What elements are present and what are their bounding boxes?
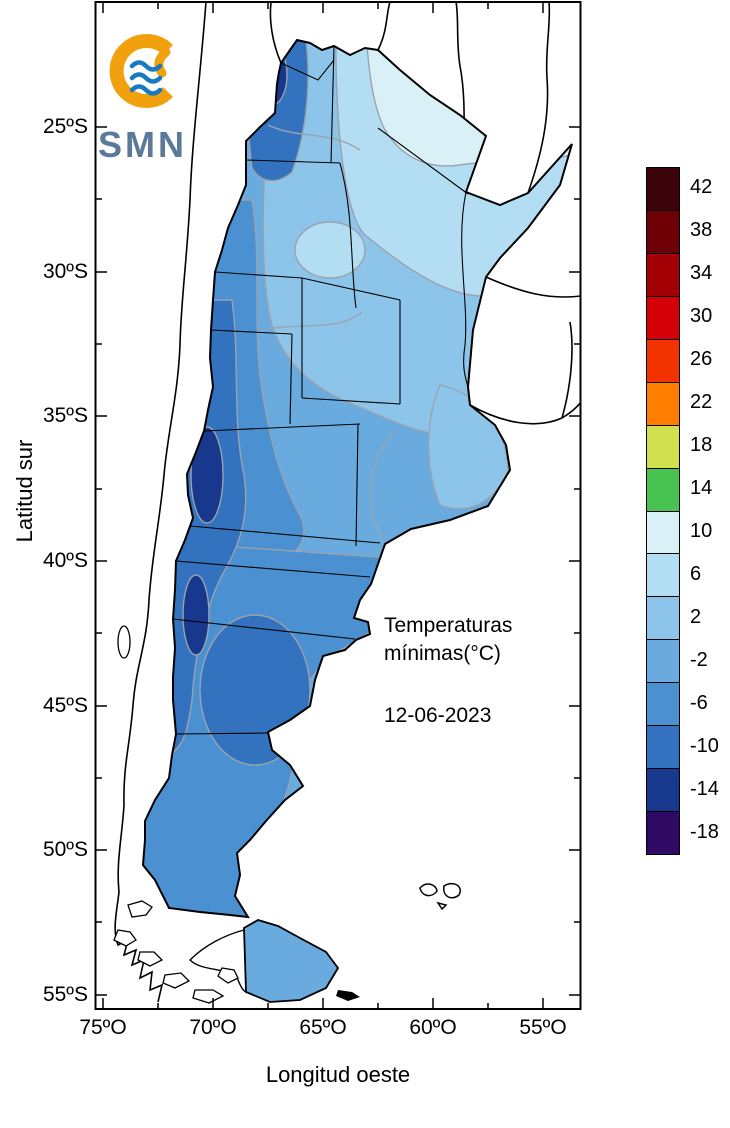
parana-brazil-border xyxy=(527,1,551,194)
x-tick-label-55o: 55ºO xyxy=(519,1016,567,1039)
colorbar-segment xyxy=(647,683,679,727)
x-tick-label-75o: 75ºO xyxy=(79,1016,127,1039)
x-tick-label-65o: 65ºO xyxy=(299,1016,347,1039)
y-axis-title: Latitud sur xyxy=(12,439,37,543)
colorbar-label: 30 xyxy=(690,305,713,327)
temperature-colorbar xyxy=(646,167,680,855)
temp-band-10-14-top xyxy=(365,40,572,167)
temp-patch-minus14-puna xyxy=(256,44,288,106)
colorbar-segment xyxy=(647,425,679,469)
colorbar-label: -18 xyxy=(690,821,719,843)
province-borders xyxy=(172,45,469,735)
chilean-islands xyxy=(113,625,239,1004)
x-axis-title: Longitud oeste xyxy=(265,1062,411,1087)
colorbar-label: -14 xyxy=(690,778,719,800)
bolivia-border xyxy=(269,1,282,64)
colorbar-segment xyxy=(647,726,679,770)
colorbar-label: 18 xyxy=(690,434,713,456)
colorbar-label: 6 xyxy=(690,563,702,585)
tierra-del-fuego-chile-part xyxy=(189,929,247,993)
colorbar-segment xyxy=(647,168,679,211)
y-tick-label-35s: 35ºS xyxy=(42,404,88,427)
logo-waves xyxy=(129,60,163,96)
paraguay-bolivia-border xyxy=(377,1,391,51)
colorbar-label: 2 xyxy=(690,606,702,628)
argentina-outline xyxy=(141,38,573,919)
uruguay-north-border xyxy=(485,276,582,298)
annotation-date: 12-06-2023 xyxy=(384,704,492,727)
map-annotation: Temperaturas mínimas(°C) 12-06-2023 xyxy=(384,612,512,730)
y-tick-label-45s: 45ºS xyxy=(42,694,88,717)
y-tick-label-30s: 30ºS xyxy=(42,260,88,283)
smn-logo-icon xyxy=(109,34,173,108)
colorbar-label: 14 xyxy=(690,477,713,499)
temp-patch-minus14-south-andes xyxy=(182,574,210,656)
temp-patch-minus14-cuyo xyxy=(190,426,224,524)
temp-pocket-6-10-santiago xyxy=(294,221,366,279)
annotation-title-line2: mínimas(°C) xyxy=(384,642,501,665)
colorbar-label: -6 xyxy=(690,692,708,714)
tick-marks xyxy=(96,3,580,1008)
isla-de-los-estados xyxy=(336,990,360,1001)
falkland-islands xyxy=(419,882,461,911)
colorbar-segment xyxy=(647,468,679,512)
colorbar-segment xyxy=(647,812,679,854)
colorbar-segment xyxy=(647,210,679,254)
plot-frame xyxy=(94,1,582,1010)
colorbar-segment xyxy=(647,554,679,598)
colorbar-segment xyxy=(647,769,679,813)
colorbar-segment xyxy=(647,597,679,641)
y-tick-label-50s: 50ºS xyxy=(42,838,88,861)
colorbar-segment xyxy=(647,253,679,297)
colorbar-segment xyxy=(647,339,679,383)
uruguay-east-border xyxy=(561,321,573,419)
colorbar-label: 38 xyxy=(690,219,713,241)
y-tick-label-40s: 40ºS xyxy=(42,549,88,572)
colorbar-label: 22 xyxy=(690,391,713,413)
tierra-del-fuego xyxy=(243,919,340,1003)
chile-coastline xyxy=(114,1,207,1003)
annotation-title-line1: Temperaturas xyxy=(384,614,513,637)
y-tick-label-55s: 55ºS xyxy=(42,983,88,1006)
x-tick-label-70o: 70ºO xyxy=(189,1016,237,1039)
temp-band-minus10-central-patagonia xyxy=(199,614,311,766)
x-tick-label-60o: 60ºO xyxy=(409,1016,457,1039)
colorbar-label: 10 xyxy=(690,520,713,542)
temp-band-2-6-buenos-aires-coast xyxy=(428,384,509,510)
colorbar-label: -2 xyxy=(690,649,708,671)
colorbar-segment xyxy=(647,296,679,340)
colorbar-label: 42 xyxy=(690,176,713,198)
colorbar-label: 34 xyxy=(690,262,713,284)
y-tick-label-25s: 25ºS xyxy=(42,115,88,138)
colorbar-segment xyxy=(647,640,679,684)
colorbar-label: 26 xyxy=(690,348,713,370)
uruguay-coast xyxy=(469,401,582,425)
colorbar-segment xyxy=(647,382,679,426)
smn-logo-text: SMN xyxy=(98,124,187,165)
colorbar-segment xyxy=(647,511,679,555)
colorbar-label: -10 xyxy=(690,735,719,757)
